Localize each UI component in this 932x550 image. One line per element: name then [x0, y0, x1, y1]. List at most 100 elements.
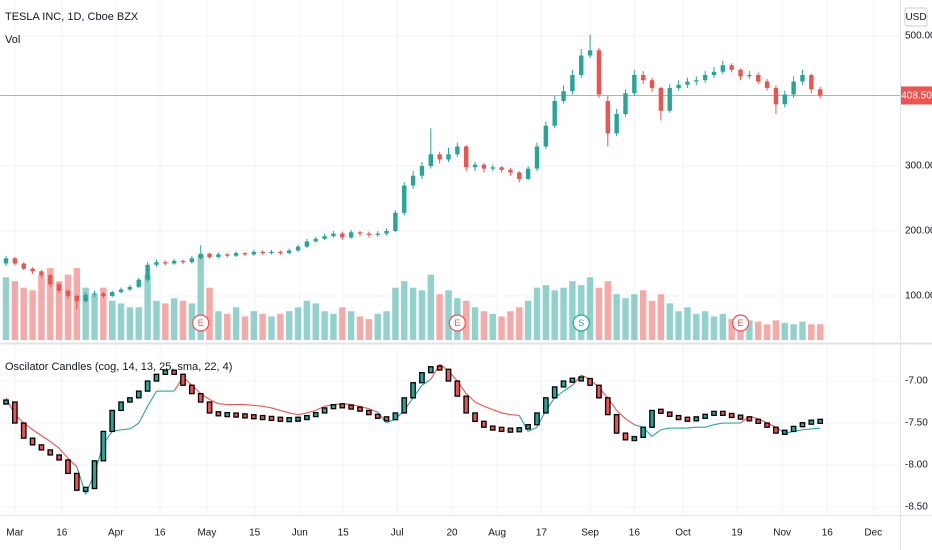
x-tick-label: 19	[731, 528, 743, 539]
volume-bar	[657, 294, 665, 340]
currency-box[interactable]	[904, 7, 928, 27]
candle-body	[74, 295, 80, 302]
osc-candle	[127, 397, 133, 403]
osc-candle	[702, 413, 708, 419]
y-tick-label: 200.00	[905, 226, 932, 237]
volume-bar	[507, 311, 514, 340]
candle-body	[136, 279, 141, 287]
chart-title: TESLA INC, 1D, Cboe BZX	[5, 11, 139, 23]
osc-candle	[445, 368, 452, 382]
signal-segment	[129, 422, 140, 430]
signal-segment	[58, 447, 69, 459]
volume-bar	[781, 323, 788, 340]
currency-label[interactable]: USD	[905, 12, 926, 23]
candle-body	[269, 251, 274, 254]
volume-bar	[542, 285, 550, 340]
volume-label: Vol	[5, 34, 20, 46]
volume-bar	[551, 290, 558, 340]
osc-candle	[109, 409, 116, 433]
osc-candle	[348, 404, 355, 410]
volume-bar	[20, 287, 27, 340]
osc-candle	[658, 408, 664, 414]
candle-body	[278, 251, 283, 254]
signal-segment	[289, 412, 299, 416]
osc-candle	[277, 416, 284, 422]
volume-bar	[365, 319, 373, 340]
osc-candle	[91, 460, 98, 490]
candle-body	[154, 262, 159, 265]
candle-body	[110, 292, 115, 296]
candle-body	[782, 94, 787, 105]
volume-bar	[763, 324, 771, 340]
candle-body	[455, 146, 460, 155]
volume-bar	[569, 281, 576, 340]
volume-bar	[330, 313, 337, 340]
volume-bar	[639, 290, 647, 340]
osc-candle	[463, 395, 470, 414]
osc-candle	[436, 365, 443, 371]
osc-candle	[38, 444, 45, 451]
x-tick-label: Mar	[6, 528, 24, 539]
osc-candle	[20, 422, 27, 439]
volume-bar	[179, 300, 187, 340]
osc-candle	[569, 377, 576, 383]
candle-body	[756, 75, 761, 82]
candle-body	[800, 75, 805, 82]
osc-candle	[224, 411, 231, 418]
x-tick-label: Apr	[108, 528, 124, 539]
osc-candle	[233, 412, 239, 418]
candle-body	[508, 169, 513, 173]
volume-bar	[206, 287, 213, 340]
osc-candle	[472, 412, 478, 422]
grid	[0, 0, 900, 515]
volume-bar	[356, 316, 364, 340]
volume-bar	[772, 320, 780, 340]
osc-candle	[596, 384, 602, 399]
signal-segment	[713, 422, 723, 426]
volume-bar	[648, 300, 656, 340]
candle-body	[543, 125, 549, 147]
candle-body	[446, 154, 451, 160]
signal-segment	[465, 393, 476, 403]
volume-bar	[197, 255, 204, 340]
osc-candle	[383, 416, 390, 422]
candle-body	[773, 88, 779, 105]
osc-candle	[711, 410, 717, 417]
signal-segment	[474, 401, 485, 407]
volume-bar	[489, 313, 496, 340]
volume-bar	[613, 294, 620, 340]
osc-candle	[790, 425, 797, 433]
candle-body	[375, 233, 380, 235]
osc-candle	[12, 401, 18, 424]
volume-bar	[29, 290, 36, 340]
osc-candle	[604, 397, 611, 416]
candle-body	[118, 289, 124, 293]
candle-body	[83, 294, 88, 302]
volume-bar	[162, 303, 169, 340]
candle-body	[92, 293, 97, 295]
osc-candle	[481, 420, 487, 428]
candle-body	[605, 101, 610, 134]
osc-candle	[675, 414, 682, 421]
signal-segment	[421, 378, 432, 386]
event-label: E	[454, 318, 460, 328]
osc-candle	[197, 392, 204, 403]
osc-candle	[3, 399, 9, 405]
signal-segment	[625, 418, 635, 426]
candle-body	[472, 164, 478, 168]
signal-segment	[492, 409, 502, 414]
osc-candle	[587, 377, 593, 386]
candle-body	[791, 81, 796, 95]
candle-body	[12, 258, 18, 264]
x-tick-label: Jun	[292, 528, 308, 539]
osc-candle	[498, 426, 505, 432]
x-tick-label: 16	[629, 528, 641, 539]
candle-body	[216, 254, 221, 257]
candle-body	[402, 185, 407, 213]
volume-bar	[11, 281, 19, 340]
osc-candle	[560, 380, 567, 388]
candle-body	[419, 166, 425, 176]
osc-candle	[649, 409, 655, 428]
